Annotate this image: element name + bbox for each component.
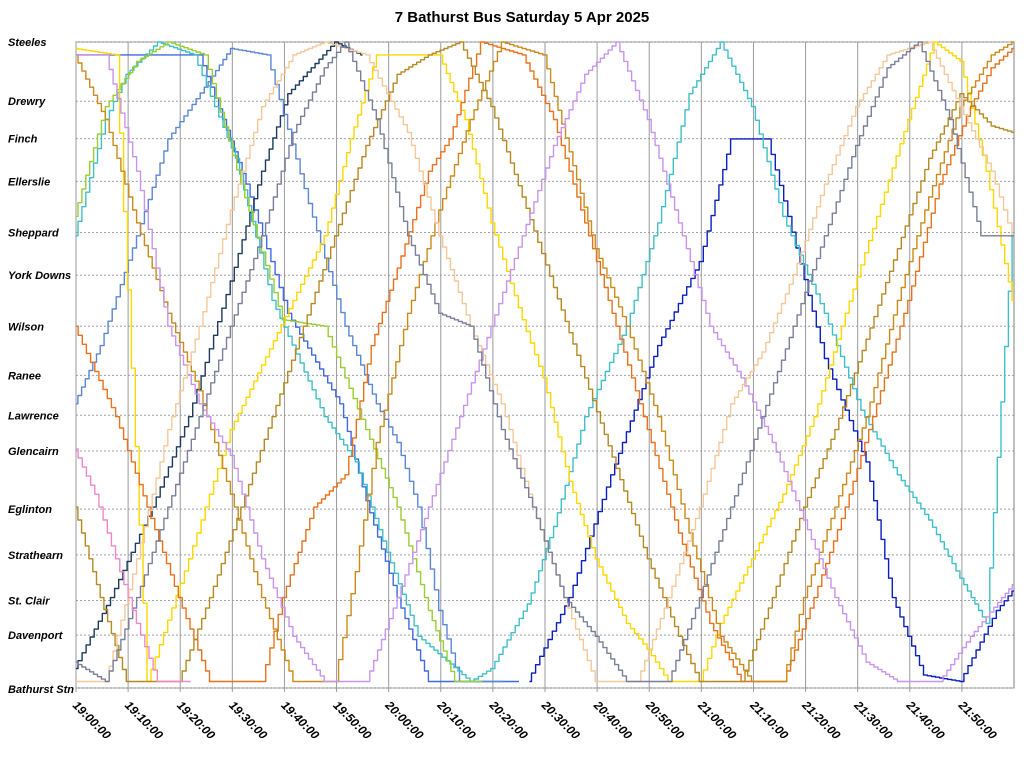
stop-label: St. Clair <box>8 596 50 608</box>
time-tick-label: 19:30:00 <box>226 698 270 742</box>
time-tick-label: 19:40:00 <box>278 698 322 742</box>
time-tick-label: 21:10:00 <box>747 698 792 743</box>
bus-trajectory-line <box>76 448 191 683</box>
bus-trajectory-line <box>76 41 483 683</box>
time-tick-label: 20:50:00 <box>642 698 687 743</box>
bus-trajectory-line <box>76 47 504 683</box>
chart-title: 7 Bathurst Bus Saturday 5 Apr 2025 <box>394 9 650 26</box>
bus-trajectory-line <box>76 41 1014 683</box>
stop-label: Strathearn <box>8 550 63 562</box>
time-tick-label: 19:00:00 <box>70 698 114 742</box>
time-tick-label: 20:20:00 <box>486 698 531 743</box>
time-tick-label: 21:20:00 <box>799 698 844 743</box>
stop-label: Bathurst Stn <box>8 684 74 696</box>
time-tick-label: 19:50:00 <box>330 698 374 742</box>
bus-trajectory-line <box>76 41 1014 683</box>
bus-trajectory-line <box>76 41 1014 683</box>
stop-label: York Downs <box>8 270 71 282</box>
bus-trajectory-line <box>76 41 1014 683</box>
time-tick-label: 21:40:00 <box>903 698 948 743</box>
time-tick-label: 20:10:00 <box>434 698 479 743</box>
time-tick-label: 21:30:00 <box>851 698 896 743</box>
time-tick-label: 21:50:00 <box>955 698 1000 743</box>
bus-trajectory-line <box>529 138 1014 683</box>
time-tick-label: 20:40:00 <box>590 698 635 743</box>
time-tick-label: 19:20:00 <box>174 698 218 742</box>
stop-label: Glencairn <box>8 446 59 458</box>
bus-trajectory-line <box>76 41 1014 683</box>
stop-label: Davenport <box>8 630 64 642</box>
stop-label: Eglinton <box>8 504 52 516</box>
stop-label: Sheppard <box>8 227 59 239</box>
stop-label: Lawrence <box>8 410 59 422</box>
time-tick-label: 20:00:00 <box>382 698 427 743</box>
time-tick-label: 21:00:00 <box>695 698 740 743</box>
grid-layer <box>75 41 1015 692</box>
bus-trajectory-line <box>76 54 519 683</box>
time-tick-label: 20:30:00 <box>538 698 583 743</box>
stop-label: Ellerslie <box>8 176 50 188</box>
bus-trajectory-line <box>76 41 363 670</box>
time-tick-label: 19:10:00 <box>122 698 166 742</box>
stop-label: Ranee <box>8 370 41 382</box>
stop-label: Finch <box>8 134 38 146</box>
stop-label: Steeles <box>8 37 47 49</box>
bus-trajectory-line <box>76 41 1014 683</box>
stop-label: Drewry <box>8 96 46 108</box>
stop-label: Wilson <box>8 321 44 333</box>
series-layer <box>76 41 1014 683</box>
